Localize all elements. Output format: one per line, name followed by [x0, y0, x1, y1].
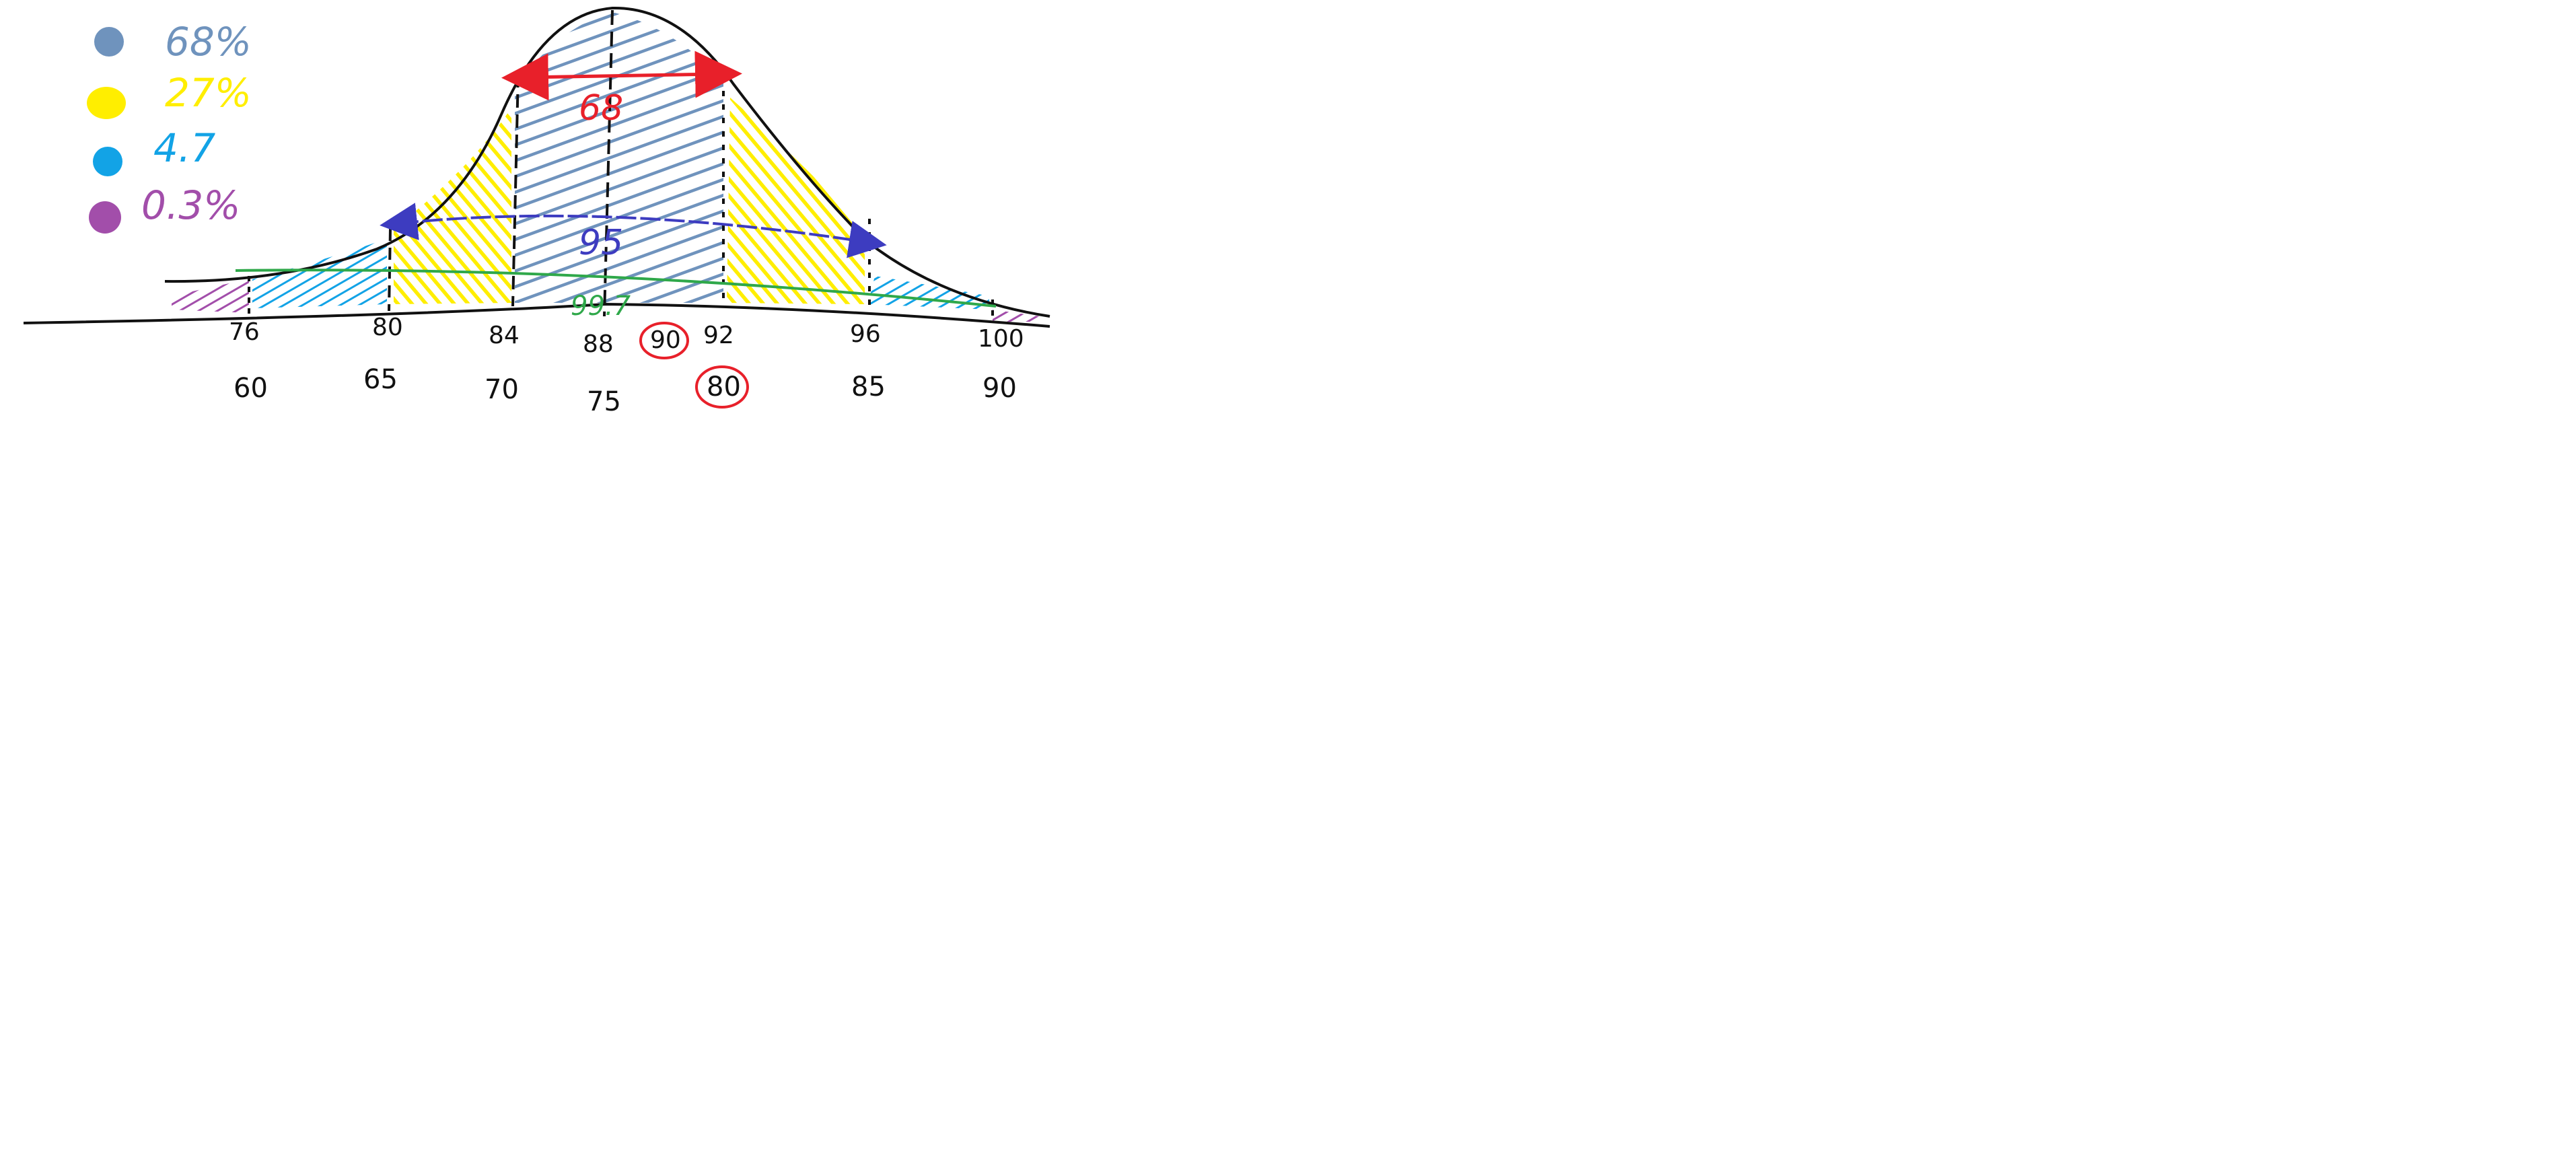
annotation-68: 68	[579, 88, 623, 129]
tail-region-left	[172, 279, 249, 313]
tick-96: 96	[850, 320, 881, 348]
tick-bottom-65: 65	[363, 364, 398, 395]
legend-label-27: 27%	[165, 70, 252, 116]
tick-90: 90	[650, 326, 681, 354]
tick-bottom-85: 85	[851, 372, 886, 402]
legend-label-0-3: 0.3%	[141, 182, 240, 228]
range-arrows	[235, 50, 997, 308]
legend-label-68: 68%	[165, 19, 252, 65]
tick-bottom-70: 70	[485, 374, 519, 405]
tick-100: 100	[978, 325, 1024, 353]
one-sigma-region-left	[394, 108, 511, 304]
legend-swatch-0-3	[89, 201, 121, 234]
tick-76: 76	[229, 318, 260, 346]
baseline-axis	[23, 302, 1050, 328]
scale-top: 76 80 84 88 90 92 96 100	[229, 314, 1024, 359]
legend-label-4-7: 4.7	[153, 125, 215, 171]
tick-88: 88	[583, 330, 614, 358]
arrow-95	[380, 203, 887, 258]
line-84	[511, 73, 520, 307]
range-annotations: 68 95 99.7	[571, 88, 631, 322]
tick-80: 80	[372, 314, 403, 341]
legend-swatch-4-7	[93, 147, 122, 176]
tail-region-right	[993, 310, 1040, 322]
tick-90-circle	[639, 322, 689, 359]
arrow-68	[501, 50, 742, 101]
one-sigma-region-right	[727, 98, 865, 304]
legend-swatch-68	[94, 27, 124, 57]
tick-bottom-80: 80	[707, 372, 741, 402]
tick-92: 92	[703, 322, 734, 349]
scale-bottom: 60 65 70 75 80 85 90	[234, 364, 1017, 417]
tick-bottom-80-circle	[695, 365, 749, 409]
line-99-7	[235, 269, 997, 308]
legend-swatch-27	[87, 87, 126, 119]
tick-bottom-60: 60	[234, 373, 268, 404]
annotation-95: 95	[579, 223, 623, 263]
tick-bottom-90: 90	[982, 373, 1017, 404]
tick-bottom-75: 75	[587, 386, 621, 417]
annotation-99-7: 99.7	[571, 291, 631, 322]
legend: 68% 27% 4.7 0.3%	[87, 19, 252, 234]
tick-84: 84	[489, 322, 520, 349]
